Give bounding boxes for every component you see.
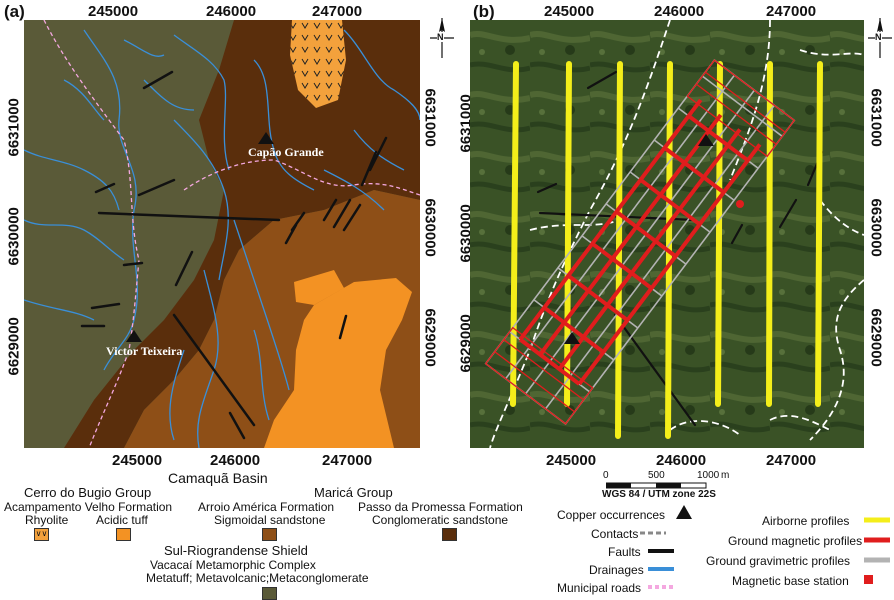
legend-rhyolite: Rhyolite <box>25 513 69 527</box>
drainage-network <box>24 29 420 448</box>
scale-tick: 1000 <box>697 470 720 481</box>
panel-a-x-tick-top: 247000 <box>312 3 363 20</box>
ground-survey-grid <box>484 59 796 425</box>
legend-contacts-swatch <box>640 531 666 535</box>
legend-ground-magnetic: Ground magnetic profiles <box>728 534 863 548</box>
north-label: N <box>875 32 882 42</box>
legend-copper: Copper occurrences <box>557 508 666 522</box>
legend-ground-magnetic-swatch <box>864 537 890 543</box>
panel-b-y-tick-right: 6631000 <box>867 88 885 147</box>
panel-a-x-tick-bottom: 245000 <box>112 452 163 469</box>
legend-marica-group: Maricá Group <box>314 485 393 500</box>
north-label: N <box>437 32 444 42</box>
panel-b-x-tick-top: 246000 <box>654 3 705 20</box>
panel-b-x-tick-bottom: 247000 <box>766 452 817 469</box>
panel-b-x-tick-top: 247000 <box>766 3 817 20</box>
scale-unit: m <box>721 470 730 481</box>
legend-faults-swatch <box>648 549 674 553</box>
panel-a-label: (a) <box>4 2 25 21</box>
place-label-victor-teixeira: Victor Teixeira <box>106 344 183 358</box>
panel-b-y-tick-right: 6629000 <box>867 308 885 367</box>
legend-conglomeratic: Conglomeratic sandstone <box>372 513 509 527</box>
panel-b-label: (b) <box>473 2 495 21</box>
swatch-rhyolite: ∨∨ <box>34 528 49 541</box>
panel-a-y-tick-right: 6630000 <box>421 198 439 257</box>
legend-shield: Sul-Riograndense Shield <box>164 543 308 558</box>
place-label-capao-grande: Capão Grande <box>248 145 324 159</box>
magnetic-grid <box>518 98 762 386</box>
panel-b-survey-map <box>470 20 864 448</box>
panel-a-x-tick-bottom: 246000 <box>210 452 261 469</box>
panel-a-x-tick-bottom: 247000 <box>322 452 373 469</box>
panel-a-y-tick-right: 6631000 <box>421 88 439 147</box>
scale-bar <box>606 482 707 489</box>
panel-b-x-tick-bottom: 245000 <box>546 452 597 469</box>
legend-ground-gravimetric-swatch <box>864 557 890 563</box>
copper-occurrence-icon <box>258 132 274 144</box>
panel-a-y-tick-left: 6629000 <box>5 317 23 376</box>
passo-unit <box>64 20 420 448</box>
swatch-arroio <box>262 528 277 541</box>
copper-occurrence-icon <box>126 330 142 342</box>
legend-vacacai: Vacacaí Metamorphic Complex <box>150 558 316 572</box>
legend-base-station: Magnetic base station <box>732 574 849 588</box>
legend-contacts: Contacts <box>591 527 639 541</box>
legend-metatuff: Metatuff; Metavolcanic;Metaconglomerate <box>146 571 369 585</box>
legend-roads-swatch <box>648 585 674 589</box>
legend-roads: Municipal roads <box>557 581 642 595</box>
legend-acampamento: Acampamento Velho Formation <box>4 500 173 514</box>
acidic-tuff-unit <box>264 278 412 448</box>
copper-occurrence-icon <box>698 134 714 146</box>
scale-tick: 0 <box>603 470 609 481</box>
legend-drainages: Drainages <box>589 563 644 577</box>
panel-b-x-tick-top: 245000 <box>544 3 595 20</box>
legend-airborne-swatch <box>864 517 890 523</box>
panel-b-x-tick-bottom: 246000 <box>656 452 707 469</box>
legend-basin-title: Camaquã Basin <box>168 470 268 486</box>
swatch-passo <box>442 528 457 541</box>
legend-base-station-swatch <box>864 575 873 584</box>
scale-tick: 500 <box>648 470 665 481</box>
panel-a-y-tick-left: 6631000 <box>5 98 23 157</box>
legend-cerro-group: Cerro do Bugio Group <box>24 485 152 500</box>
panel-a-x-tick-top: 245000 <box>88 3 139 20</box>
crs-label: WGS 84 / UTM zone 22S <box>602 489 716 500</box>
legend-drainages-swatch <box>648 567 674 571</box>
copper-occurrence-icon <box>564 332 580 344</box>
legend-airborne: Airborne profiles <box>762 514 850 528</box>
legend-passo: Passo da Promessa Formation <box>358 500 523 514</box>
swatch-metamorphic <box>262 587 277 600</box>
panel-a-y-tick-left: 6630000 <box>5 207 23 266</box>
panel-a-geology-map <box>24 20 420 448</box>
municipal-roads <box>43 20 420 448</box>
panel-b-y-tick-right: 6630000 <box>867 198 885 257</box>
legend-arroio: Arroio América Formation <box>198 500 335 514</box>
swatch-acidic-tuff <box>116 528 131 541</box>
legend-copper-icon <box>676 505 692 519</box>
acidic-tuff-unit <box>294 270 344 305</box>
panel-a-y-tick-right: 6629000 <box>421 308 439 367</box>
legend-ground-gravimetric: Ground gravimetric profiles <box>706 554 851 568</box>
panel-a-x-tick-top: 246000 <box>206 3 257 20</box>
faults <box>80 70 388 440</box>
legend-faults: Faults <box>608 545 641 559</box>
legend-sigmoidal: Sigmoidal sandstone <box>214 513 326 527</box>
magnetic-detail-grid <box>484 59 796 425</box>
magnetic-base-station-icon <box>736 200 744 208</box>
legend-acidic-tuff: Acidic tuff <box>96 513 148 527</box>
